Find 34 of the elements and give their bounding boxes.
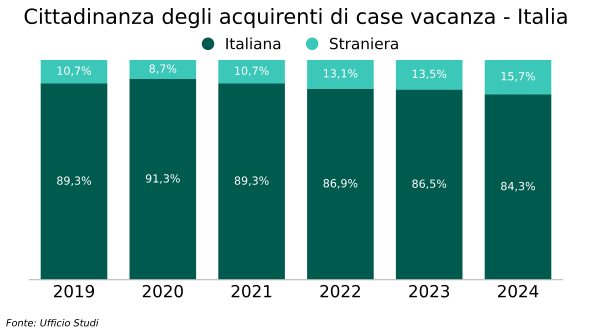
data-label: 15,7%	[502, 72, 536, 82]
bar	[307, 88, 374, 280]
data-label: 8,7%	[149, 64, 176, 74]
bar	[130, 79, 196, 280]
x-tick-label: 2022	[320, 284, 360, 298]
x-tick-label: 2023	[409, 284, 450, 298]
data-label: 10,7%	[235, 66, 269, 76]
bar	[40, 83, 108, 280]
data-label: 89,3%	[234, 176, 269, 186]
data-label: 86,9%	[324, 179, 358, 189]
data-label: 84,3%	[501, 182, 536, 192]
x-tick-label: 2021	[232, 284, 272, 298]
bar	[396, 60, 462, 90]
x-tick-label: 2020	[142, 284, 183, 298]
legend-label: Straniera	[330, 38, 398, 50]
data-label: 91,3%	[146, 174, 180, 184]
legend-label: Italiana	[226, 38, 280, 50]
bar	[218, 83, 285, 280]
bar	[40, 60, 108, 84]
source-note: Fonte: Ufficio Studi	[6, 318, 98, 326]
data-label: 89,3%	[57, 176, 92, 186]
data-label: 10,7%	[58, 66, 92, 76]
bar	[484, 60, 552, 94]
chart-title: Cittadinanza degli acquirenti di case vacanza - Italia	[24, 8, 567, 28]
bar	[307, 60, 374, 89]
x-tick-label: 2024	[498, 284, 538, 298]
bar	[130, 60, 196, 80]
data-label: 86,5%	[412, 179, 446, 190]
data-label: 13,5%	[412, 70, 446, 80]
data-label: 13,1%	[324, 69, 358, 79]
x-tick-label: 2019	[54, 284, 94, 298]
bar	[484, 94, 552, 280]
bar	[396, 90, 462, 280]
bar	[218, 60, 285, 84]
